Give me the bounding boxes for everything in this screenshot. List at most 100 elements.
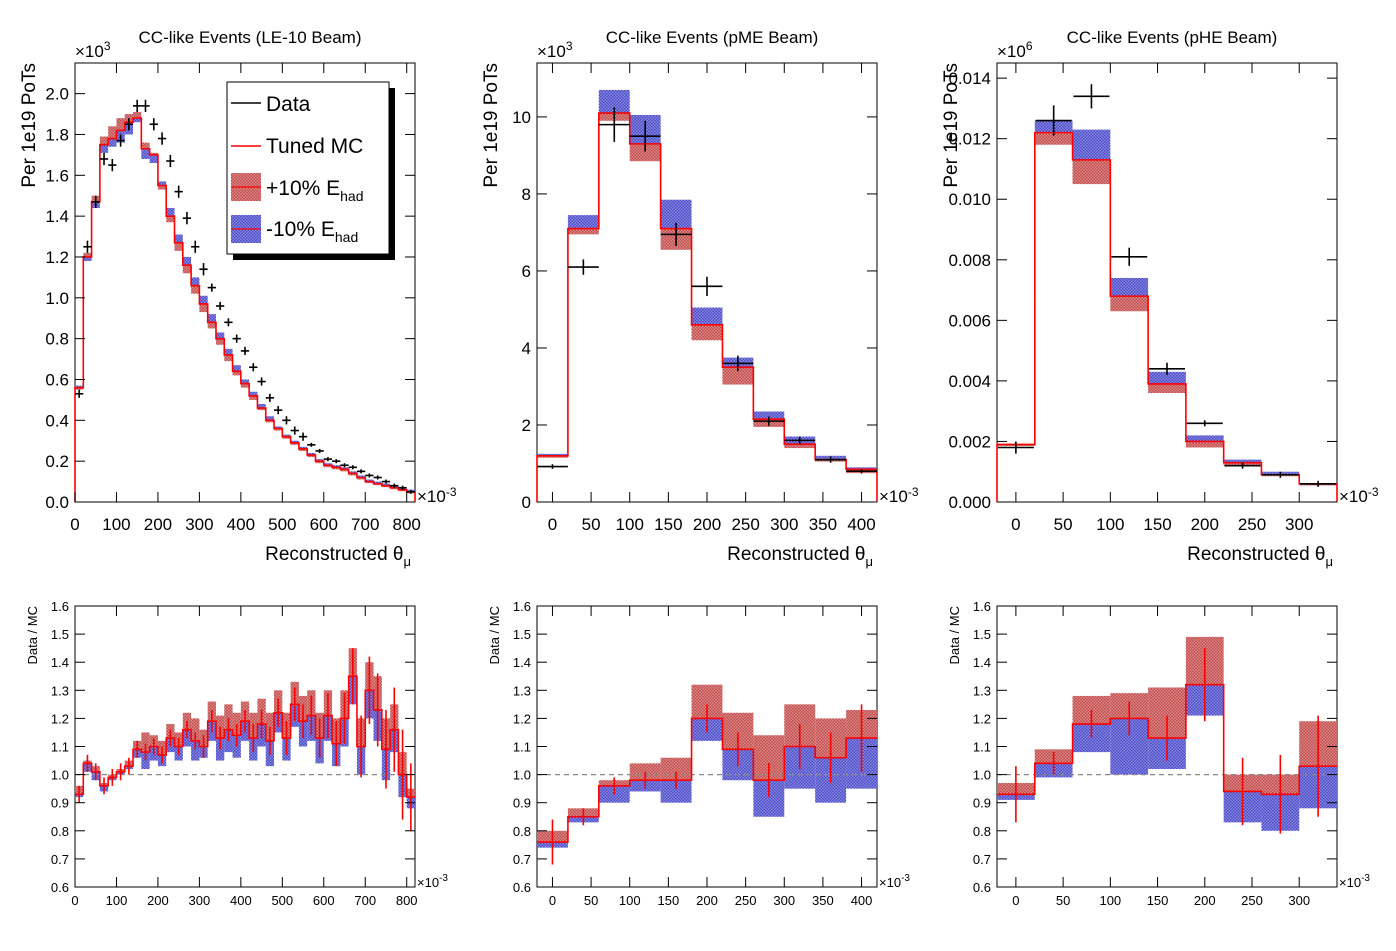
y-tick-label: 8 <box>522 185 531 204</box>
plus10-band-bin <box>149 152 158 155</box>
plus10-band-bin <box>1072 159 1111 185</box>
x-tick-label: 100 <box>619 893 641 908</box>
y-tick-label: 0.012 <box>948 130 991 149</box>
x-axis-title-main: Reconstructed θ <box>265 544 403 565</box>
y-tick-label: 1.4 <box>51 655 69 670</box>
minus10-band-bin <box>1072 129 1111 160</box>
plus10-band-bin <box>99 136 109 145</box>
y-tick-label: 1.0 <box>51 768 69 783</box>
y-tick-label: 0.008 <box>948 251 991 270</box>
plus10-band-bin <box>1148 383 1186 394</box>
x-axis-multiplier: ×10-3 <box>879 873 910 890</box>
minus10-band-bin <box>182 256 192 266</box>
x-axis-title-sub: μ <box>404 554 412 569</box>
minus10-band-bin <box>191 277 200 286</box>
x-tick-label: 700 <box>351 515 379 534</box>
y-tick-label: 1.5 <box>51 627 69 642</box>
x-tick-label: 0 <box>1011 515 1020 534</box>
x-multiplier-exp: -3 <box>439 873 448 884</box>
y-axis-title: Per 1e19 PoTs <box>19 63 40 188</box>
legend-plus10-label: +10% Ehad <box>266 177 364 204</box>
y-axis-title: Per 1e19 PoTs <box>481 63 502 188</box>
minus10-band-bin <box>249 391 258 396</box>
y-tick-label: 4 <box>522 339 531 358</box>
y-tick-label: 0.006 <box>948 311 991 330</box>
y-tick-label: 1.0 <box>973 768 991 783</box>
x-tick-label: 400 <box>851 893 873 908</box>
plus10-band-bin <box>215 338 225 345</box>
y-tick-label: 0 <box>522 493 531 512</box>
chart-title: CC-like Events (LE-10 Beam) <box>139 28 362 47</box>
x-axis-multiplier: ×10-3 <box>417 873 448 890</box>
minus10-band-bin <box>290 440 299 443</box>
plus10-band-bin <box>1034 132 1073 145</box>
x-multiplier-base: ×10 <box>417 487 446 506</box>
legend-data-label: Data <box>266 93 311 116</box>
x-tick-label: 500 <box>268 515 296 534</box>
x-axis-title-main: Reconstructed θ <box>727 544 865 565</box>
y-tick-label: 1.1 <box>51 740 69 755</box>
minus10-band-bin <box>174 234 183 243</box>
plus10-band-bin <box>249 395 258 400</box>
x-tick-label: 700 <box>354 893 376 908</box>
minus10-band-bin <box>1223 459 1262 463</box>
plus10-band-bin <box>691 324 723 341</box>
x-tick-label: 50 <box>1056 893 1070 908</box>
plus10-band-bin <box>182 265 192 274</box>
x-tick-label: 100 <box>102 515 130 534</box>
minus10-band-bin <box>282 434 291 437</box>
x-tick-label: 150 <box>654 515 682 534</box>
minus10-band-bin <box>224 348 233 355</box>
x-axis-title: Reconstructed θμ <box>1187 544 1333 569</box>
minus10-band-bin <box>166 207 175 217</box>
x-axis-title-sub: μ <box>866 554 874 569</box>
x-tick-label: 0 <box>71 893 78 908</box>
plus10-band-bin <box>191 285 200 294</box>
x-tick-label: 150 <box>1147 893 1169 908</box>
y-tick-label: 0.000 <box>948 493 991 512</box>
x-multiplier-exp: -3 <box>901 873 910 884</box>
plus10-band-bin <box>108 126 117 139</box>
x-tick-label: 300 <box>1288 893 1310 908</box>
y-tick-label: 1.6 <box>51 599 69 614</box>
y-tick-label: 1.6 <box>973 599 991 614</box>
y-multiplier-base: ×10 <box>997 42 1026 61</box>
y-tick-label: 0.7 <box>513 852 531 867</box>
y-tick-label: 1.3 <box>51 683 69 698</box>
minus10-band-bin <box>149 154 158 164</box>
y-tick-label: 0.6 <box>513 880 531 895</box>
y-tick-label: 1.6 <box>45 166 69 185</box>
plus10-band-bin <box>1110 296 1149 312</box>
y-tick-label: 1.5 <box>513 627 531 642</box>
minus10-band-bin <box>157 181 167 186</box>
plus10-band-bin <box>232 371 241 376</box>
x-tick-label: 400 <box>230 893 252 908</box>
x-tick-label: 50 <box>1054 515 1073 534</box>
y-tick-label: 1.5 <box>973 627 991 642</box>
y-tick-label: 1.3 <box>513 683 531 698</box>
x-tick-label: 200 <box>1194 893 1216 908</box>
x-tick-label: 200 <box>693 515 721 534</box>
y-tick-label: 1.1 <box>513 740 531 755</box>
minus10-band-bin <box>265 416 275 421</box>
y-tick-label: 1.1 <box>973 740 991 755</box>
x-tick-label: 350 <box>809 515 837 534</box>
plus10-band-bin <box>116 118 125 131</box>
y-tick-label: 0.9 <box>51 796 69 811</box>
tuned-mc-line <box>74 117 416 502</box>
x-tick-label: 500 <box>271 893 293 908</box>
y-axis-title: Per 1e19 PoTs <box>941 63 962 188</box>
minus10-band-bin <box>75 385 84 388</box>
x-axis-multiplier: ×10-3 <box>879 485 919 506</box>
plus10-band-bin <box>191 718 200 741</box>
plus10-band-bin <box>274 428 283 431</box>
x-tick-label: 400 <box>227 515 255 534</box>
plus10-band-bin <box>257 408 266 411</box>
x-tick-label: 200 <box>144 515 172 534</box>
y-axis-multiplier: ×103 <box>75 39 111 61</box>
x-multiplier-base: ×10 <box>417 875 439 890</box>
y-tick-label: 2.0 <box>45 85 69 104</box>
y-multiplier-base: ×10 <box>537 42 566 61</box>
x-tick-label: 800 <box>396 893 418 908</box>
x-multiplier-exp: -3 <box>1368 485 1379 499</box>
